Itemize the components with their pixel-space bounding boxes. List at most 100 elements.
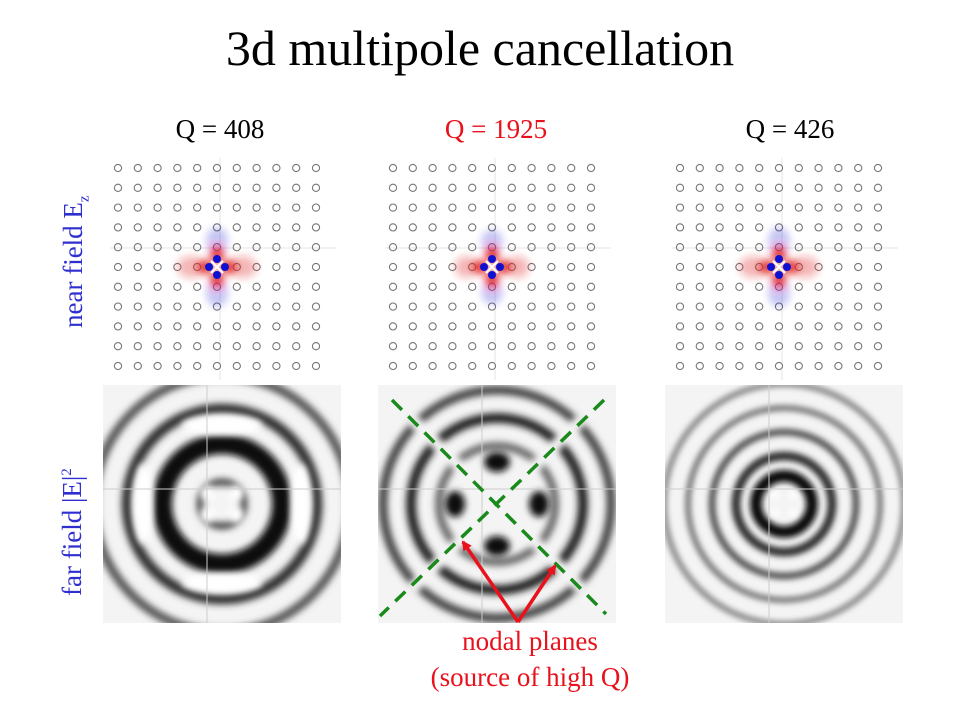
lattice-hole <box>292 302 301 311</box>
lattice-hole <box>428 183 437 192</box>
lattice-hole <box>193 203 202 212</box>
lattice-hole <box>428 262 437 272</box>
lattice-hole <box>567 262 576 272</box>
lattice-hole <box>834 183 843 192</box>
lattice-hole <box>173 282 182 291</box>
lattice-hole <box>487 322 497 331</box>
lattice-hole <box>735 282 744 291</box>
lattice-hole <box>735 361 744 371</box>
lattice-hole <box>252 223 261 232</box>
lattice-hole <box>586 322 596 331</box>
lattice-hole <box>193 322 202 331</box>
lattice-hole <box>527 163 536 173</box>
lattice-hole <box>695 223 704 232</box>
lattice-hole <box>715 342 724 351</box>
lattice-hole <box>232 302 241 311</box>
lattice-hole <box>272 163 281 173</box>
lattice-hole <box>428 223 437 232</box>
lattice-hole <box>547 183 556 192</box>
lattice-hole <box>272 223 281 232</box>
lattice-hole <box>794 243 803 252</box>
lattice-hole <box>311 302 321 311</box>
lattice-hole <box>527 361 536 371</box>
lattice-hole <box>388 322 398 331</box>
lattice-hole <box>388 302 398 311</box>
lattice-hole <box>153 243 162 252</box>
near-field-mode <box>739 227 819 307</box>
q-label-col1: Q = 408 <box>175 114 265 144</box>
lattice-hole <box>272 203 281 212</box>
lattice-hole <box>428 361 437 371</box>
lattice-hole <box>507 163 516 173</box>
lattice-hole <box>695 342 704 351</box>
lattice-hole <box>113 183 123 192</box>
lattice-hole <box>854 223 863 232</box>
lattice-hole <box>675 183 685 192</box>
lattice-hole <box>774 342 784 351</box>
lattice-hole <box>755 302 764 311</box>
lattice-hole <box>388 183 398 192</box>
lattice-hole <box>695 183 704 192</box>
lattice-hole <box>428 243 437 252</box>
lattice-hole <box>448 342 457 351</box>
lattice-hole <box>715 282 724 291</box>
lattice-hole <box>675 361 685 371</box>
lattice-hole <box>695 243 704 252</box>
lattice-hole <box>854 342 863 351</box>
lattice-hole <box>311 322 321 331</box>
lattice-hole <box>468 243 477 252</box>
lattice-hole <box>715 302 724 311</box>
lattice-hole <box>755 203 764 212</box>
lattice-hole <box>153 342 162 351</box>
lattice-hole <box>487 163 497 173</box>
q-label-col2: Q = 1925 <box>444 114 548 144</box>
slide-title: 3d multipole cancellation <box>225 20 735 76</box>
lattice-hole <box>675 203 685 212</box>
lattice-hole <box>388 282 398 291</box>
lattice-hole <box>873 361 883 371</box>
lattice-hole <box>527 203 536 212</box>
lattice-hole <box>586 223 596 232</box>
lattice-hole <box>834 203 843 212</box>
lattice-hole <box>794 322 803 331</box>
lattice-hole <box>153 361 162 371</box>
lattice-hole <box>814 183 823 192</box>
lattice-hole <box>527 302 536 311</box>
lattice-hole <box>252 163 261 173</box>
lattice-hole <box>153 262 162 272</box>
lattice-hole <box>695 322 704 331</box>
lattice-hole <box>567 342 576 351</box>
lattice-hole <box>507 203 516 212</box>
lattice-hole <box>272 322 281 331</box>
lattice-hole <box>232 223 241 232</box>
lattice-hole <box>252 282 261 291</box>
lattice-hole <box>468 203 477 212</box>
lattice-hole <box>794 342 803 351</box>
lattice-hole <box>814 223 823 232</box>
lattice-hole <box>774 183 784 192</box>
lattice-hole <box>834 361 843 371</box>
nodal-plane-line <box>390 398 608 616</box>
lattice-hole <box>675 342 685 351</box>
lattice-hole <box>755 163 764 173</box>
hole-lattice <box>388 163 596 371</box>
lattice-hole <box>854 243 863 252</box>
lattice-hole <box>428 163 437 173</box>
lattice-hole <box>547 342 556 351</box>
far-field-panel-1 <box>103 385 341 623</box>
lattice-hole <box>507 223 516 232</box>
lattice-hole <box>272 342 281 351</box>
lattice-hole <box>715 322 724 331</box>
lattice-hole <box>834 262 843 272</box>
lattice-hole <box>834 282 843 291</box>
lattice-hole <box>173 183 182 192</box>
lattice-hole <box>408 342 417 351</box>
lattice-hole <box>212 183 222 192</box>
lattice-hole <box>487 183 497 192</box>
lattice-hole <box>448 282 457 291</box>
lattice-hole <box>695 282 704 291</box>
lattice-hole <box>173 342 182 351</box>
lattice-hole <box>854 203 863 212</box>
arrow-to-nodal-plane <box>516 564 557 623</box>
lattice-hole <box>193 163 202 173</box>
